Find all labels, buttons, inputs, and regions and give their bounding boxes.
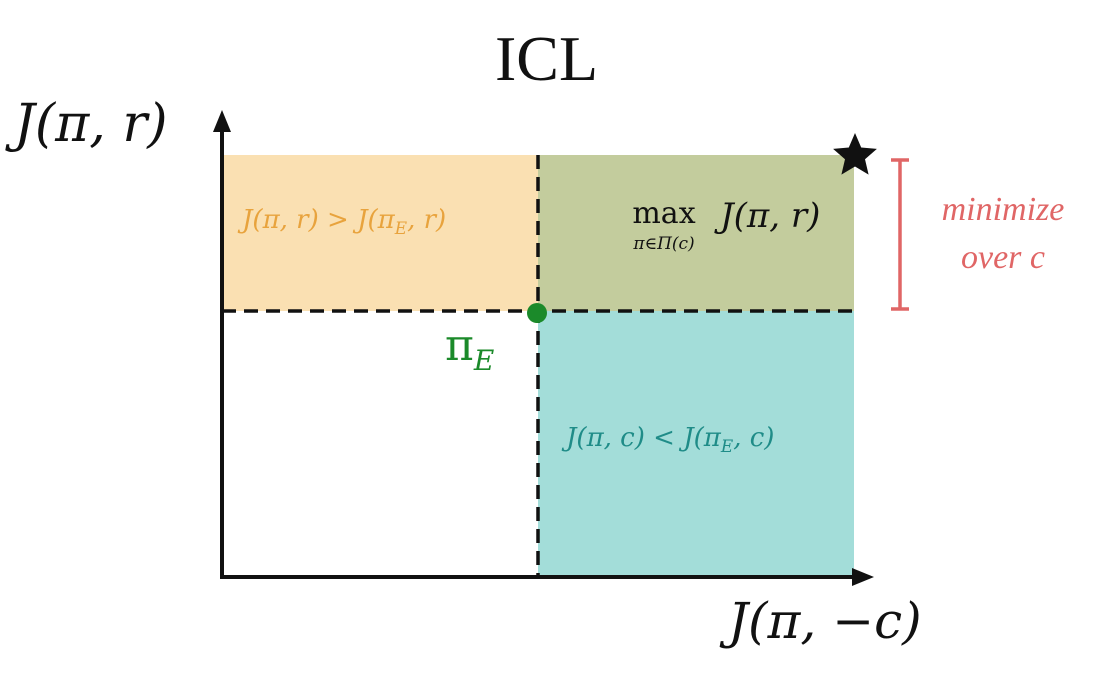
x-axis bbox=[220, 568, 874, 586]
region-top-right bbox=[538, 155, 854, 311]
region-top-left bbox=[222, 155, 538, 311]
max-expression: J(π, r) bbox=[720, 196, 821, 236]
star-icon bbox=[833, 133, 877, 175]
minimize-bracket bbox=[891, 158, 909, 311]
x-axis-label: J(π, −c) bbox=[728, 592, 922, 650]
expert-point-label: πE bbox=[445, 320, 494, 377]
max-subscript: π∈Π(c) bbox=[633, 234, 695, 254]
region-bottom-right-label: J(π, c) < J(πE, c) bbox=[566, 423, 775, 457]
y-axis bbox=[213, 110, 231, 577]
diagram-title: ICL bbox=[494, 23, 599, 94]
expert-point bbox=[527, 303, 547, 323]
region-bottom-right bbox=[538, 311, 854, 576]
expert-point-symbol: π bbox=[445, 320, 474, 371]
minimize-note-line1: minimize bbox=[941, 191, 1065, 228]
expert-point-subscript: E bbox=[473, 344, 495, 377]
max-operator: max bbox=[632, 196, 696, 231]
y-axis-label: J(π, r) bbox=[14, 94, 168, 154]
region-top-left-label: J(π, r) > J(πE, r) bbox=[242, 205, 447, 239]
region-top-right-label: max π∈Π(c) J(π, r) bbox=[616, 196, 820, 254]
minimize-note: minimize over c bbox=[918, 186, 1088, 282]
minimize-note-line2: over c bbox=[960, 239, 1045, 276]
